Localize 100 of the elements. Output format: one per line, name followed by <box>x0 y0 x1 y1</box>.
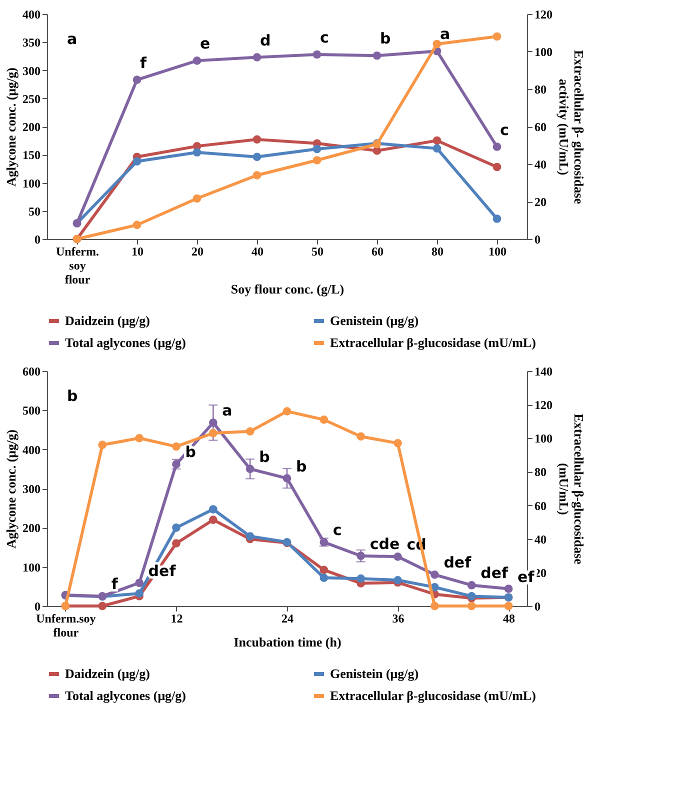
y-tick-label: 200 <box>22 521 40 536</box>
x-tick-label: 80 <box>432 244 444 258</box>
point <box>430 570 439 579</box>
x-axis-title: Incubation time (h) <box>234 634 342 650</box>
y-tick-label: 100 <box>22 560 40 574</box>
y-axis-title: Aglycone conc. (μg/g) <box>4 68 18 186</box>
annotation: c <box>320 28 329 46</box>
point <box>252 152 262 162</box>
x-tick-label: 24 <box>282 612 294 626</box>
y-tick-label: 400 <box>22 442 40 457</box>
annotation: c <box>500 120 509 139</box>
x-tick-label: 100 <box>488 244 506 258</box>
legend-label: Daidzein (μg/g) <box>65 313 150 328</box>
annotation: a <box>440 25 450 44</box>
annotation: a <box>222 402 232 420</box>
point <box>394 552 402 561</box>
point <box>192 194 202 203</box>
point <box>504 584 513 593</box>
point <box>432 136 442 145</box>
y2-tick-label: 40 <box>534 532 546 546</box>
annotation: b <box>185 443 196 462</box>
point <box>430 602 439 610</box>
point <box>432 40 442 48</box>
point <box>312 144 322 154</box>
point <box>246 427 254 436</box>
annotation: def <box>480 564 509 582</box>
x-tick-label: 48 <box>503 612 516 626</box>
point <box>192 148 202 157</box>
annotation: f <box>140 54 147 72</box>
y2-axis-title: Extracellular β- glucosidase activity (mU/mL) <box>556 50 586 204</box>
point <box>132 220 142 230</box>
annotation: cde <box>370 534 400 553</box>
annotation: d <box>260 31 271 50</box>
y-tick-label: 400 <box>22 8 40 22</box>
point <box>320 416 328 424</box>
x-tick-label: 40 <box>252 244 264 258</box>
y2-tick-label: 0 <box>534 600 540 614</box>
x-tick-label: 12 <box>170 612 183 626</box>
point <box>492 214 502 223</box>
point <box>504 602 513 610</box>
y2-tick-label: 120 <box>534 8 552 22</box>
point <box>320 574 328 582</box>
point <box>312 50 322 59</box>
annotation: a <box>67 30 78 48</box>
y2-tick-label: 120 <box>534 398 552 412</box>
point <box>208 505 218 514</box>
y2-tick-label: 60 <box>534 498 546 513</box>
annotation: b <box>296 457 307 476</box>
annotation: b <box>67 387 78 405</box>
legend-label: Genistein (μg/g) <box>330 313 419 328</box>
x-tick-label: 36 <box>392 612 404 626</box>
y2-tick-label: 100 <box>534 432 552 446</box>
annotation: b <box>259 448 270 466</box>
x-tick-label: Unferm. soy flour <box>56 244 99 286</box>
x-tick-label: 20 <box>192 244 204 258</box>
x-tick-label: Unferm.soy flour <box>36 612 96 640</box>
point <box>132 76 142 84</box>
x-axis-title: Soy flour conc. (g/L) <box>230 282 344 296</box>
y2-tick-label: 60 <box>534 120 546 134</box>
y-axis-title: Aglycone conc. (μg/g) <box>4 430 18 548</box>
y2-tick-label: 80 <box>534 465 546 480</box>
point <box>467 602 476 610</box>
point <box>135 578 144 588</box>
annotation: def <box>444 554 472 572</box>
legend-label: Extracellular β-glucosidase (mU/mL) <box>330 335 536 350</box>
legend-label: Total aglycones (μg/g) <box>65 335 186 350</box>
point <box>492 162 502 172</box>
x-tick-label: 50 <box>312 244 324 258</box>
point <box>98 602 107 610</box>
x-tick-label: 10 <box>132 244 144 258</box>
point <box>135 589 144 598</box>
y2-tick-label: 40 <box>534 158 546 172</box>
point <box>172 539 180 548</box>
point <box>492 32 502 41</box>
point <box>172 523 180 532</box>
point <box>320 566 328 574</box>
y2-axis-title: Extracellular β-glucosidase (mU/mL) <box>556 414 586 565</box>
y-tick-label: 300 <box>22 482 40 496</box>
y-tick-label: 0 <box>34 232 40 246</box>
point <box>492 142 502 151</box>
y-tick-label: 500 <box>22 404 40 418</box>
point <box>208 516 218 524</box>
y-tick-label: 150 <box>22 148 40 162</box>
y-tick-label: 0 <box>34 600 40 614</box>
point <box>252 171 262 180</box>
y2-tick-label: 0 <box>534 232 540 246</box>
y-tick-label: 350 <box>22 36 40 50</box>
x-tick-label: 60 <box>372 244 384 258</box>
point <box>172 442 180 451</box>
annotation: e <box>200 34 210 53</box>
point <box>208 428 218 438</box>
legend-label: Daidzein (μg/g) <box>65 666 150 681</box>
y2-tick-label: 80 <box>534 82 546 96</box>
legend-label: Genistein (μg/g) <box>330 666 419 681</box>
point <box>467 581 476 590</box>
point <box>356 574 366 583</box>
point <box>98 440 107 450</box>
legend-label: Extracellular β-glucosidase (mU/mL) <box>330 688 536 703</box>
y-tick-label: 200 <box>22 120 40 134</box>
point <box>432 144 442 153</box>
